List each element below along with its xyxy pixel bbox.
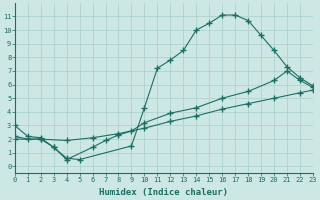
X-axis label: Humidex (Indice chaleur): Humidex (Indice chaleur) [100, 188, 228, 197]
